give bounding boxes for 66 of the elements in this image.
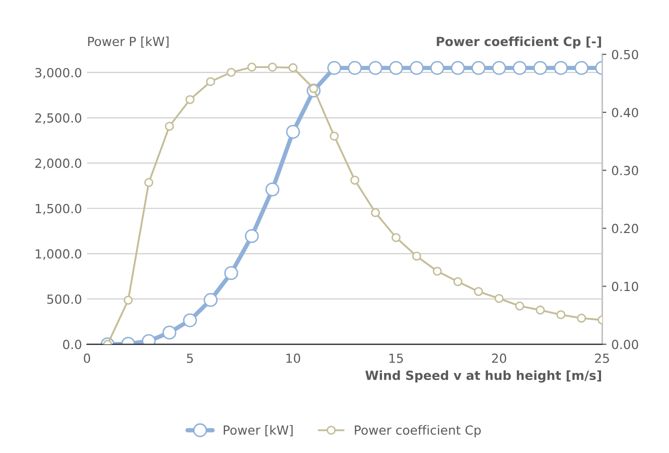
y-tick-label: 0.0 (63, 340, 82, 350)
point (576, 314, 586, 323)
point (370, 208, 380, 218)
y-tick-label: 500.0 (47, 294, 82, 304)
legend-label: Power [kW] (224, 425, 293, 436)
x-tick-label: 10 (286, 354, 300, 363)
point (536, 306, 545, 315)
point (224, 266, 238, 280)
point (164, 122, 174, 131)
x-tick-label: 5 (186, 354, 193, 363)
point (286, 124, 300, 139)
point (144, 178, 154, 188)
y2-tick-label: 0.30 (612, 166, 638, 176)
point (268, 62, 277, 72)
y2-tick-label: 0.50 (612, 50, 638, 60)
point (450, 61, 465, 75)
y-tick-label: 3,000.0 (35, 68, 82, 79)
x-tick-label: 15 (389, 354, 403, 363)
point (247, 62, 256, 72)
point (327, 61, 342, 75)
point (494, 294, 504, 303)
point (185, 95, 195, 104)
point (533, 61, 548, 75)
point (556, 310, 566, 320)
y2-axis-title: Power coefficient Cp [-] (436, 36, 602, 49)
y-axis-title: Power P [kW] (88, 36, 169, 48)
y-tick-label: 1,000.0 (36, 249, 82, 260)
y-tick-label: 2,000.0 (35, 158, 82, 170)
x-tick-label: 25 (595, 354, 609, 363)
point (453, 277, 462, 286)
y2-tick-label: 0.20 (612, 224, 638, 234)
x-axis-title: Wind Speed v at hub height [m/s] (365, 370, 602, 383)
point (162, 326, 176, 340)
point (244, 229, 259, 244)
y2-tick-label: 0.40 (612, 108, 638, 118)
point (226, 68, 236, 77)
point (204, 293, 218, 307)
point (412, 252, 422, 261)
point (350, 176, 360, 185)
y-tick-label: 2,500.0 (35, 113, 82, 124)
point (432, 266, 442, 276)
point (183, 313, 197, 328)
point (348, 61, 362, 75)
y-tick-label: 1,500.0 (36, 204, 82, 215)
point (554, 61, 568, 75)
point (330, 132, 339, 141)
point (430, 61, 444, 75)
point (392, 233, 401, 242)
x-tick-label: 20 (492, 354, 506, 363)
point (512, 61, 527, 75)
legend-label: Power coefficient Cp (354, 425, 481, 438)
y2-tick-label: 0.10 (612, 282, 638, 292)
point (206, 77, 216, 86)
y2-tick-label: 0.00 (612, 340, 638, 350)
x-tick-label: 0 (84, 354, 90, 363)
point (389, 61, 403, 75)
point (288, 63, 298, 72)
point (472, 61, 486, 75)
point (265, 182, 280, 196)
point (492, 61, 506, 75)
point (124, 296, 133, 305)
point (368, 61, 382, 75)
point (574, 61, 588, 75)
point (474, 287, 483, 296)
point (515, 301, 524, 311)
point (410, 61, 424, 75)
